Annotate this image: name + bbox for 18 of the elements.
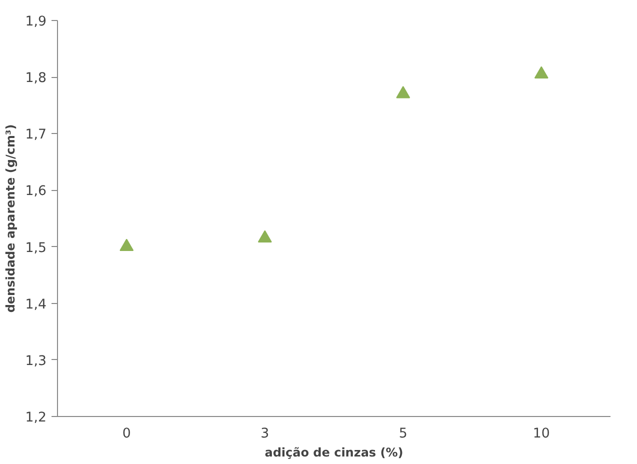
y-axis-title: densidade aparente (g/cm³) — [3, 124, 18, 313]
y-tick-label: 1,9 — [25, 14, 47, 30]
y-tick-label: 1,7 — [25, 128, 47, 143]
point — [396, 86, 410, 98]
point — [534, 66, 548, 78]
y-tick-label: 1,3 — [25, 354, 47, 369]
point — [258, 230, 272, 243]
y-tick-label: 1,5 — [25, 240, 47, 256]
point — [120, 238, 134, 252]
x-axis-title: adição de cinzas (%) — [264, 446, 404, 460]
x-tick-label: 10 — [532, 426, 550, 442]
y-tick-label: 1,4 — [25, 297, 47, 312]
y-tick-label: 1,8 — [25, 71, 47, 86]
x-tick-label: 3 — [260, 426, 270, 442]
y-tick-label: 1,2 — [25, 410, 47, 426]
x-tick-label: 0 — [122, 426, 131, 442]
x-tick-label: 5 — [398, 426, 408, 442]
y-tick-label: 1,6 — [25, 184, 47, 200]
